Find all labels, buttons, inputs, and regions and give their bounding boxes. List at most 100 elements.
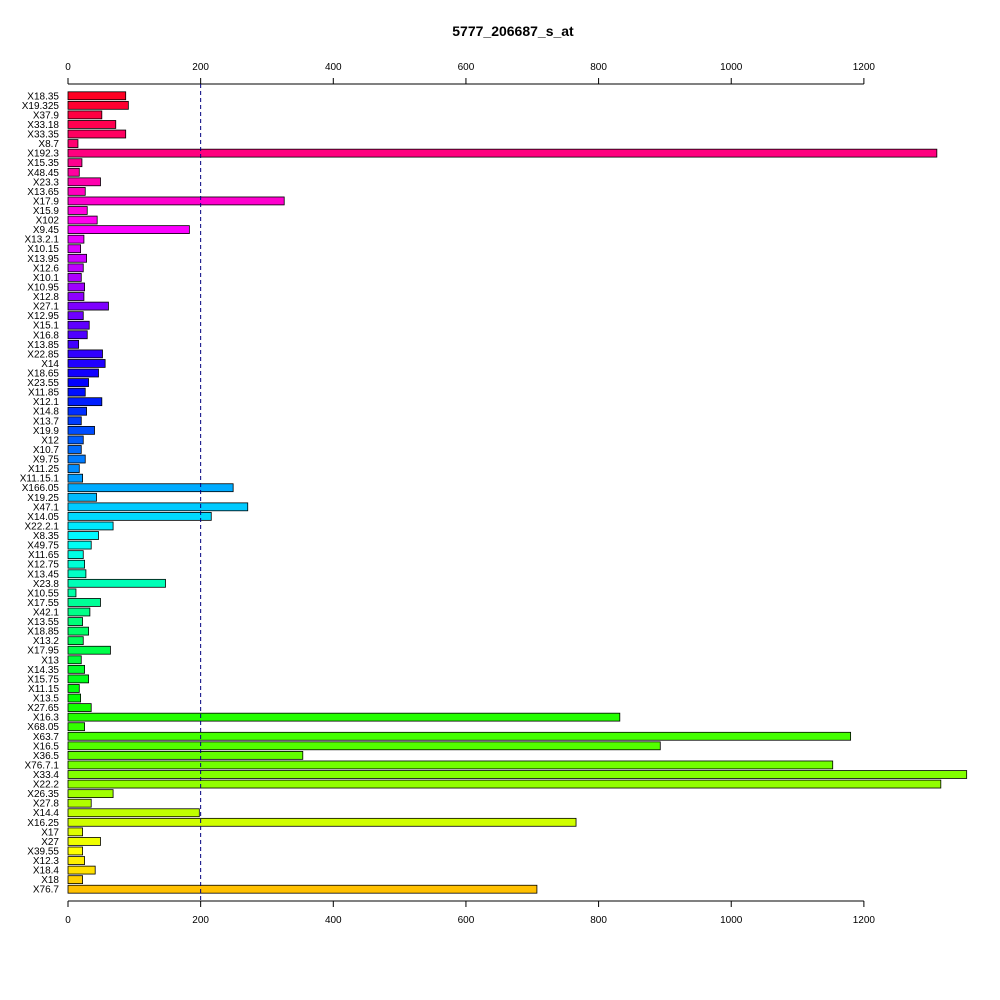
bar-X33.35 <box>67 129 127 139</box>
chart-title: 5777_206687_s_at <box>452 23 574 39</box>
bar-X16.25 <box>67 817 577 827</box>
top-tick-label: 1200 <box>853 62 876 73</box>
bar-X23.3 <box>67 177 101 187</box>
category-label: X13.95 <box>27 254 59 265</box>
category-label: X11.25 <box>28 464 59 475</box>
category-label: X13.55 <box>27 617 59 628</box>
bar-X10.15 <box>67 244 82 254</box>
bar-X47.1 <box>67 502 249 512</box>
category-label: X27 <box>41 837 59 848</box>
bar-X39.55 <box>67 846 83 856</box>
bar-X37.9 <box>67 110 103 120</box>
category-label: X33.4 <box>33 770 60 781</box>
category-label: X39.55 <box>27 846 59 857</box>
bar-X13.95 <box>67 253 87 263</box>
category-label: X23.3 <box>33 177 60 188</box>
category-label: X18 <box>41 875 59 886</box>
category-label: X63.7 <box>33 732 60 743</box>
bar-X14.35 <box>67 664 85 674</box>
bar-X13 <box>67 655 82 665</box>
category-label: X15.1 <box>33 321 60 332</box>
category-label: X13.5 <box>33 694 60 705</box>
bar-X17.95 <box>67 645 111 655</box>
category-label: X16.5 <box>33 741 60 752</box>
bar-X12.6 <box>67 263 84 273</box>
category-label: X48.45 <box>27 168 59 179</box>
category-label: X22.2.1 <box>25 521 60 532</box>
category-label: X8.35 <box>33 531 60 542</box>
category-label: X36.5 <box>33 751 60 762</box>
category-label: X15.35 <box>27 158 59 169</box>
bottom-tick-label: 600 <box>458 915 475 926</box>
category-label: X14.05 <box>27 512 59 523</box>
bar-X27.1 <box>67 301 109 311</box>
category-label: X26.35 <box>27 789 59 800</box>
bar-X33.4 <box>67 770 968 779</box>
bar-X8.7 <box>67 139 79 148</box>
bar-X12.8 <box>67 292 85 301</box>
category-label: X17.95 <box>27 646 59 657</box>
category-label: X13.45 <box>27 569 59 580</box>
x-axis-bottom: 0 200 400 600 800 1000 1200 <box>65 900 875 926</box>
category-label: X192.3 <box>27 149 59 160</box>
bar-X10.95 <box>67 282 85 292</box>
category-label: X15.75 <box>27 674 59 685</box>
bar-X19.9 <box>67 425 95 435</box>
category-label: X76.7 <box>33 885 60 896</box>
category-label: X15.9 <box>33 206 60 217</box>
category-label: X27.8 <box>33 799 60 810</box>
bar-X42.1 <box>67 607 91 617</box>
bar-X15.1 <box>67 320 90 330</box>
category-label: X10.7 <box>33 445 60 456</box>
bar-X166.05 <box>67 483 234 493</box>
category-label: X10.95 <box>27 282 59 293</box>
category-label: X13.85 <box>27 340 59 351</box>
category-label: X12.3 <box>33 856 60 867</box>
bar-X49.75 <box>67 540 92 550</box>
category-label: X27.1 <box>33 302 60 313</box>
bar-X48.45 <box>67 167 80 177</box>
category-label: X11.65 <box>28 550 59 561</box>
bar-X16.3 <box>67 712 621 722</box>
category-label: X10.15 <box>27 244 59 255</box>
bar-X22.85 <box>67 349 103 359</box>
bar-X12 <box>67 435 84 445</box>
category-label: X18.4 <box>33 866 60 877</box>
category-label: X13.2 <box>33 636 60 647</box>
bar-X18.65 <box>67 368 99 378</box>
category-label: X68.05 <box>27 722 59 733</box>
category-label: X23.55 <box>27 378 59 389</box>
bottom-tick-label: 800 <box>590 915 607 926</box>
category-label: X9.45 <box>33 225 60 236</box>
bar-X26.35 <box>67 789 114 798</box>
bar-X13.55 <box>67 617 83 626</box>
category-label: X19.9 <box>33 426 60 437</box>
category-label: X22.85 <box>27 349 59 360</box>
category-labels: X18.35X19.325X37.9X33.18X33.35X8.7X192.3… <box>20 91 60 895</box>
top-tick-label: 600 <box>458 62 475 73</box>
bar-X12.75 <box>67 559 85 569</box>
bar-X18 <box>67 875 83 885</box>
top-tick-label: 0 <box>65 62 71 73</box>
category-label: X42.1 <box>33 607 60 618</box>
bar-X14 <box>67 359 106 368</box>
bar-X63.7 <box>67 731 852 741</box>
category-label: X13.2.1 <box>25 235 60 246</box>
bar-X11.65 <box>67 550 84 559</box>
category-label: X16.8 <box>33 330 60 341</box>
bar-X13.5 <box>67 693 82 703</box>
category-label: X16.25 <box>27 818 59 829</box>
category-label: X16.3 <box>33 713 60 724</box>
category-label: X13.7 <box>33 416 60 427</box>
category-label: X33.18 <box>27 120 59 131</box>
category-label: X166.05 <box>22 483 60 494</box>
bar-X76.7.1 <box>67 760 834 770</box>
bar-X12.1 <box>67 397 103 407</box>
category-label: X8.7 <box>38 139 59 150</box>
bar-X13.45 <box>67 569 87 579</box>
bar-X22.2 <box>67 779 942 789</box>
bar-X13.2.1 <box>67 234 85 244</box>
category-label: X14 <box>41 359 59 370</box>
bar-X18.85 <box>67 626 89 636</box>
bar-X11.15.1 <box>67 473 83 483</box>
